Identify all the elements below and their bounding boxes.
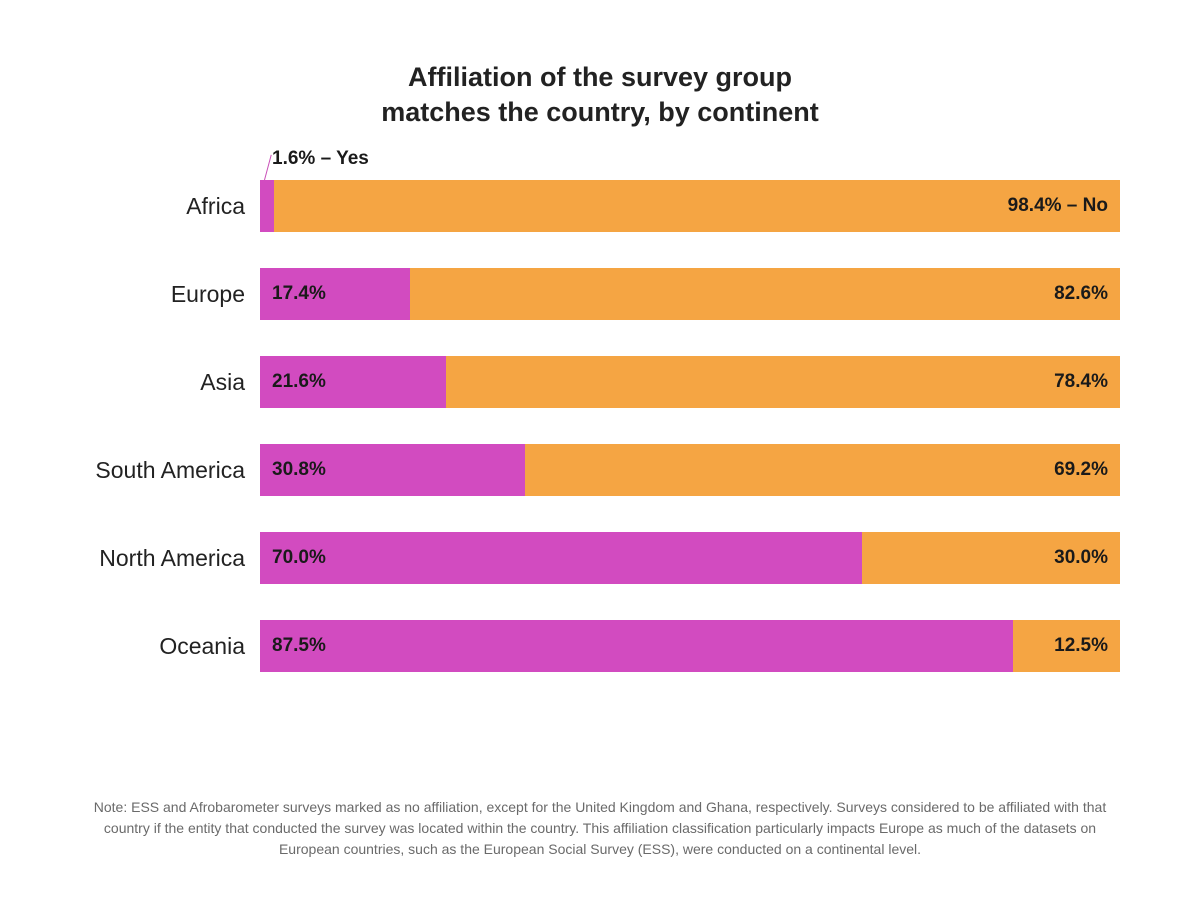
bar-track: 21.6% 78.4% [260, 356, 1120, 408]
chart-container: Affiliation of the survey group matches … [0, 0, 1200, 900]
bar-track: 30.8% 69.2% [260, 444, 1120, 496]
bar-value-yes: 17.4% [272, 283, 326, 305]
title-line-1: Affiliation of the survey group [408, 62, 792, 92]
bar-segment-no: 98.4% – No [274, 180, 1120, 232]
bar-segment-no: 12.5% [1013, 620, 1121, 672]
bar-track: 70.0% 30.0% [260, 532, 1120, 584]
bar-value-yes-callout: 1.6% – Yes [272, 148, 369, 170]
bar-category-label: Africa [60, 180, 245, 232]
bar-segment-yes: 21.6% [260, 356, 446, 408]
bar-row: South America30.8%69.2% [260, 444, 1120, 496]
chart-title: Affiliation of the survey group matches … [60, 60, 1140, 130]
bar-row: Africa1.6% – Yes98.4% – No [260, 180, 1120, 232]
bar-value-no: 78.4% [1054, 371, 1108, 393]
bar-row: Europe17.4%82.6% [260, 268, 1120, 320]
bar-row: North America70.0%30.0% [260, 532, 1120, 584]
chart-footnote: Note: ESS and Afrobarometer surveys mark… [60, 797, 1140, 860]
bar-track: 87.5% 12.5% [260, 620, 1120, 672]
bar-value-no: 30.0% [1054, 547, 1108, 569]
bar-value-yes: 70.0% [272, 547, 326, 569]
bar-segment-no: 82.6% [410, 268, 1120, 320]
bar-segment-yes [260, 180, 274, 232]
bar-category-label: North America [60, 532, 245, 584]
bar-segment-yes: 70.0% [260, 532, 862, 584]
bar-segment-yes: 87.5% [260, 620, 1013, 672]
bar-track: 17.4% 82.6% [260, 268, 1120, 320]
title-line-2: matches the country, by continent [381, 97, 819, 127]
bar-segment-no: 69.2% [525, 444, 1120, 496]
bar-category-label: South America [60, 444, 245, 496]
bar-segment-yes: 30.8% [260, 444, 525, 496]
bar-value-no: 69.2% [1054, 459, 1108, 481]
bar-row: Oceania87.5%12.5% [260, 620, 1120, 672]
bar-value-yes: 87.5% [272, 635, 326, 657]
bar-category-label: Oceania [60, 620, 245, 672]
bar-value-no: 12.5% [1054, 635, 1108, 657]
chart-area: Africa1.6% – Yes98.4% – NoEurope17.4%82.… [60, 180, 1140, 787]
bar-value-no: 82.6% [1054, 283, 1108, 305]
bar-category-label: Asia [60, 356, 245, 408]
callout-leader-line [264, 155, 272, 180]
bar-track: 1.6% – Yes98.4% – No [260, 180, 1120, 232]
bar-value-no: 98.4% – No [1008, 195, 1108, 217]
bar-segment-no: 30.0% [862, 532, 1120, 584]
bar-segment-no: 78.4% [446, 356, 1120, 408]
bar-value-yes: 30.8% [272, 459, 326, 481]
bar-category-label: Europe [60, 268, 245, 320]
bar-value-yes: 21.6% [272, 371, 326, 393]
bar-row: Asia21.6%78.4% [260, 356, 1120, 408]
bar-segment-yes: 17.4% [260, 268, 410, 320]
